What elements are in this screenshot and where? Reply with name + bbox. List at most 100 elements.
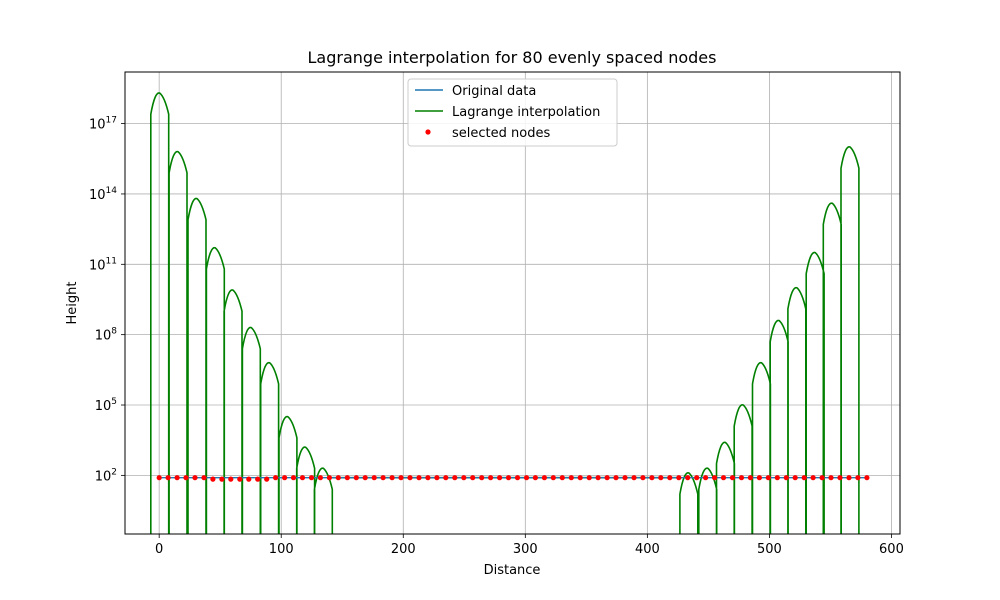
legend-box bbox=[407, 78, 618, 147]
selected-node-point bbox=[828, 475, 834, 481]
selected-node-point bbox=[694, 475, 700, 481]
selected-node-point bbox=[837, 475, 843, 481]
selected-node-point bbox=[488, 475, 494, 481]
selected-node-point bbox=[801, 475, 807, 481]
selected-node-point bbox=[371, 475, 377, 481]
selected-node-point bbox=[577, 475, 583, 481]
selected-node-point bbox=[210, 476, 216, 482]
chart-title: Lagrange interpolation for 80 evenly spa… bbox=[308, 48, 717, 67]
selected-node-point bbox=[407, 475, 413, 481]
selected-node-point bbox=[380, 475, 386, 481]
selected-node-point bbox=[479, 475, 485, 481]
selected-node-point bbox=[720, 475, 727, 481]
selected-node-point bbox=[595, 475, 601, 481]
selected-node-point bbox=[649, 475, 655, 481]
selected-node-point bbox=[774, 475, 780, 481]
selected-node-point bbox=[631, 475, 637, 481]
selected-node-point bbox=[550, 475, 556, 481]
selected-node-point bbox=[246, 476, 252, 482]
selected-node-point bbox=[819, 475, 825, 481]
selected-node-point bbox=[676, 475, 682, 481]
selected-node-point bbox=[165, 475, 171, 481]
selected-node-point bbox=[846, 475, 852, 481]
x-tick-label: 600 bbox=[879, 542, 904, 557]
selected-node-point bbox=[282, 475, 288, 481]
x-tick-label: 100 bbox=[269, 542, 294, 557]
selected-node-point bbox=[353, 475, 359, 481]
x-tick-label: 300 bbox=[513, 542, 538, 557]
y-tick-label: 1014 bbox=[89, 186, 117, 203]
selected-node-point bbox=[810, 475, 816, 481]
node-markers bbox=[156, 475, 870, 482]
selected-node-point bbox=[192, 475, 198, 481]
selected-node-point bbox=[443, 475, 449, 481]
selected-node-point bbox=[362, 475, 368, 481]
selected-node-point bbox=[156, 475, 162, 481]
selected-node-point bbox=[703, 475, 709, 481]
plot-frame bbox=[124, 71, 901, 535]
x-tick-label: 0 bbox=[155, 542, 163, 557]
selected-node-point bbox=[308, 475, 315, 481]
selected-node-point bbox=[712, 475, 718, 481]
selected-node-point bbox=[470, 475, 476, 481]
selected-node-point bbox=[264, 476, 270, 482]
x-tick-label: 200 bbox=[391, 542, 416, 557]
selected-node-point bbox=[461, 475, 467, 481]
selected-node-point bbox=[290, 475, 297, 481]
plot-data bbox=[150, 92, 867, 534]
selected-node-point bbox=[505, 475, 512, 481]
selected-node-point bbox=[497, 475, 503, 481]
selected-node-point bbox=[613, 475, 619, 481]
selected-node-point bbox=[792, 475, 798, 481]
selected-node-point bbox=[434, 475, 440, 481]
selected-node-point bbox=[335, 475, 341, 481]
selected-node-point bbox=[523, 475, 530, 481]
x-tick-label: 400 bbox=[635, 542, 660, 557]
selected-node-point bbox=[425, 475, 431, 481]
selected-node-point bbox=[658, 475, 664, 481]
y-tick-label: 1017 bbox=[89, 116, 117, 133]
selected-node-point bbox=[747, 475, 754, 481]
selected-node-point bbox=[559, 475, 565, 481]
selected-node-point bbox=[514, 475, 521, 481]
y-tick-label: 108 bbox=[95, 327, 118, 344]
legend-swatch-nodes bbox=[425, 129, 431, 135]
selected-node-point bbox=[237, 476, 243, 482]
legend-label-original: Original data bbox=[452, 84, 536, 99]
selected-node-point bbox=[541, 475, 548, 481]
selected-node-point bbox=[389, 475, 395, 481]
legend: Original data Lagrange interpolation sel… bbox=[407, 78, 618, 147]
selected-node-point bbox=[273, 475, 279, 481]
selected-node-point bbox=[586, 475, 592, 481]
selected-node-point bbox=[864, 475, 870, 481]
y-tick-label: 1011 bbox=[89, 256, 117, 273]
selected-node-point bbox=[183, 475, 189, 481]
axis-ticks: 0 100 200 300 400 500 600 102 105 108 1011 1014 1017 bbox=[89, 116, 904, 557]
selected-node-point bbox=[783, 475, 789, 481]
legend-label-lagrange: Lagrange interpolation bbox=[452, 105, 600, 120]
selected-node-point bbox=[622, 475, 628, 481]
selected-node-point bbox=[326, 475, 332, 481]
selected-node-point bbox=[568, 475, 574, 481]
selected-node-point bbox=[219, 476, 225, 482]
selected-node-point bbox=[604, 475, 610, 481]
selected-node-point bbox=[765, 475, 771, 481]
selected-node-point bbox=[317, 475, 323, 481]
lagrange-interpolation-line bbox=[150, 92, 860, 534]
selected-node-point bbox=[201, 475, 207, 481]
selected-node-point bbox=[667, 475, 673, 481]
selected-node-point bbox=[174, 475, 180, 481]
selected-node-point bbox=[452, 475, 458, 481]
y-axis-label: Height bbox=[65, 282, 80, 325]
selected-node-point bbox=[532, 475, 539, 481]
selected-node-point bbox=[398, 475, 404, 481]
selected-node-point bbox=[416, 475, 422, 481]
y-tick-label: 105 bbox=[95, 397, 117, 414]
y-tick-label: 102 bbox=[95, 467, 117, 484]
selected-node-point bbox=[738, 475, 745, 481]
selected-node-point bbox=[640, 475, 646, 481]
x-tick-label: 500 bbox=[757, 542, 782, 557]
selected-node-point bbox=[685, 475, 691, 481]
x-axis-label: Distance bbox=[484, 563, 541, 578]
